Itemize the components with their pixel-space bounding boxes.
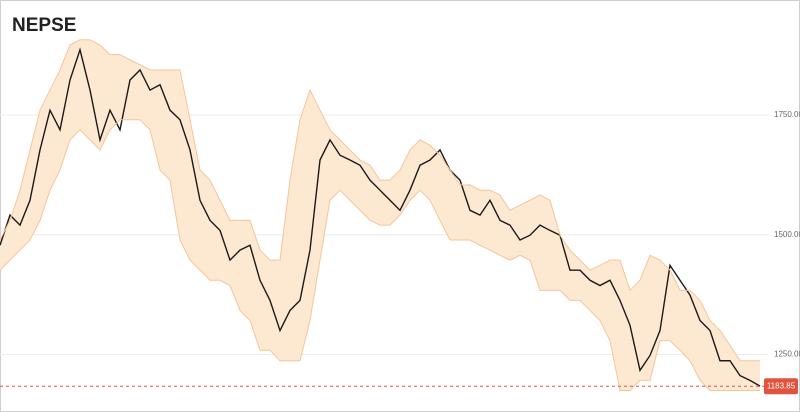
y-tick-label: 1250.00: [774, 350, 800, 359]
current-price-box: [764, 378, 798, 395]
band-line: [0, 119, 760, 391]
chart-title: NEPSE: [12, 15, 76, 36]
current-price-label: 1183.85: [767, 381, 796, 390]
band-fill: [0, 39, 760, 391]
band-line: [0, 39, 760, 362]
y-tick-label: 1500.00: [774, 230, 800, 239]
price-line: [0, 47, 761, 387]
plot: 1250.00 1500.00 1750.00 1183.85: [0, 39, 800, 395]
y-tick-label: 1750.00: [774, 110, 800, 119]
